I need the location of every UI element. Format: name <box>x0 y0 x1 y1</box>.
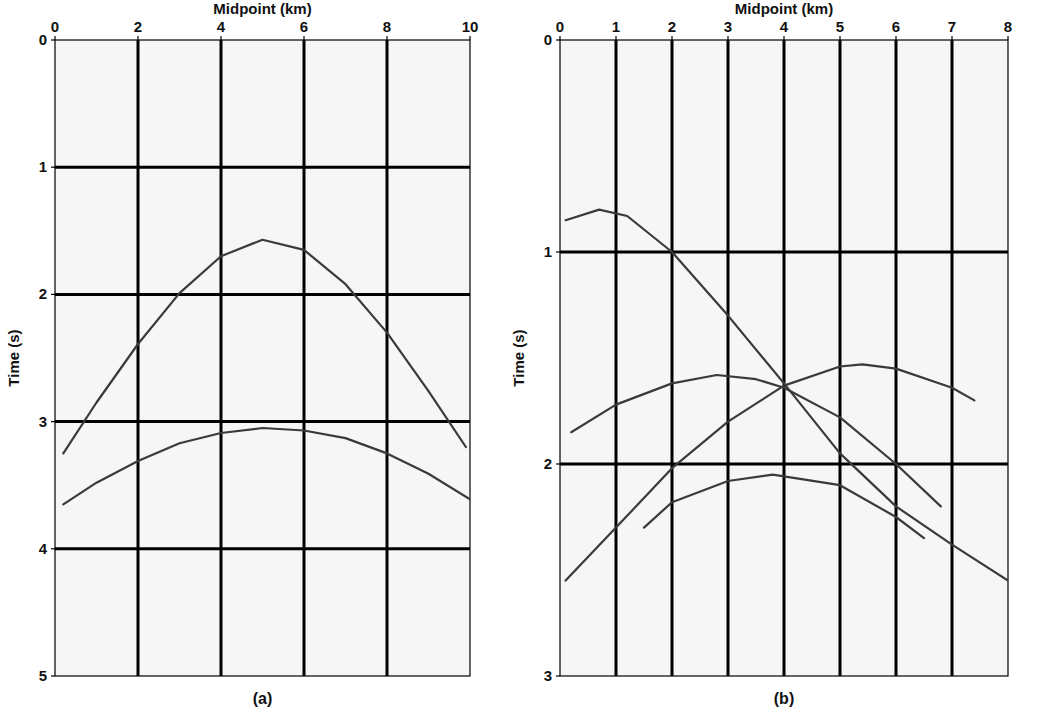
y-tick-label: 1 <box>39 158 47 175</box>
x-tick <box>303 36 304 40</box>
grid-line <box>55 547 470 550</box>
y-tick <box>51 548 55 549</box>
x-axis-title: Midpoint (km) <box>735 0 833 17</box>
plot-area <box>560 40 1008 676</box>
grid-line <box>137 40 140 676</box>
y-tick <box>556 463 560 464</box>
x-tick <box>895 36 896 40</box>
curve <box>566 210 1008 581</box>
grid-line <box>951 40 954 676</box>
x-tick <box>727 36 728 40</box>
y-tick-label: 3 <box>544 667 552 684</box>
x-tick <box>386 36 387 40</box>
curve <box>644 475 924 539</box>
x-tick <box>220 36 221 40</box>
frame <box>560 40 1008 676</box>
x-tick <box>615 36 616 40</box>
x-tick <box>671 36 672 40</box>
x-tick-label: 2 <box>668 18 676 35</box>
x-tick <box>783 36 784 40</box>
curve <box>571 375 941 506</box>
grid-line <box>783 40 786 676</box>
x-tick-label: 6 <box>300 18 308 35</box>
panel: 0123456780123Midpoint (km)Time (s)(b) <box>510 0 1012 707</box>
x-tick <box>951 36 952 40</box>
x-tick-label: 0 <box>556 18 564 35</box>
curves <box>63 240 470 505</box>
y-axis-title: Time (s) <box>510 329 527 386</box>
x-tick-label: 1 <box>612 18 620 35</box>
grid-line <box>895 40 898 676</box>
x-tick-label: 4 <box>780 18 789 35</box>
y-tick-label: 5 <box>39 667 47 684</box>
x-axis-title: Midpoint (km) <box>213 0 311 17</box>
grid-line <box>727 40 730 676</box>
x-tick-label: 8 <box>1004 18 1012 35</box>
y-tick <box>556 251 560 252</box>
y-tick <box>51 675 55 676</box>
x-tick-label: 0 <box>51 18 59 35</box>
grid-line <box>560 251 1008 254</box>
y-tick-label: 4 <box>39 540 48 557</box>
x-tick-label: 5 <box>836 18 844 35</box>
x-tick-label: 3 <box>724 18 732 35</box>
x-tick-label: 10 <box>462 18 479 35</box>
curve <box>63 240 466 454</box>
y-tick <box>556 675 560 676</box>
curves <box>566 210 1008 581</box>
grid-line <box>839 40 842 676</box>
curve <box>63 428 470 504</box>
panel: 0 2 4 6 8 10 0 1 2 3 4 5 Midpoint (km) Time (s) (a) <box>5 0 478 707</box>
x-tick-label: 2 <box>134 18 142 35</box>
grid-line <box>55 293 470 296</box>
frame <box>55 40 470 676</box>
x-tick <box>839 36 840 40</box>
y-tick-label: 2 <box>39 285 47 302</box>
x-tick <box>1007 36 1008 40</box>
x-tick-label: 6 <box>892 18 900 35</box>
grid-line <box>386 40 389 676</box>
panel-label: (b) <box>774 690 794 707</box>
y-tick <box>51 39 55 40</box>
grid-line <box>55 420 470 423</box>
x-tick <box>137 36 138 40</box>
x-tick-label: 4 <box>217 18 226 35</box>
x-tick <box>469 36 470 40</box>
panel-label: (a) <box>253 690 273 707</box>
figure: 0246810012345Midpoint (km)Time (s)(a)012… <box>0 0 1050 714</box>
y-tick-label: 1 <box>544 243 552 260</box>
grid-line <box>303 40 306 676</box>
x-tick-label: 7 <box>948 18 956 35</box>
y-tick-label: 3 <box>39 413 47 430</box>
y-tick <box>51 294 55 295</box>
curve <box>566 364 975 580</box>
grid-line <box>55 166 470 169</box>
y-axis-title: Time (s) <box>5 329 22 386</box>
grid-line <box>560 463 1008 466</box>
y-tick <box>51 167 55 168</box>
y-tick-label: 2 <box>544 455 552 472</box>
grid-line <box>615 40 618 676</box>
y-tick <box>556 39 560 40</box>
y-tick <box>51 421 55 422</box>
y-tick-label: 0 <box>39 31 47 48</box>
grid-line <box>671 40 674 676</box>
plot-area <box>55 40 470 676</box>
y-tick-label: 0 <box>544 31 552 48</box>
grid-line <box>220 40 223 676</box>
x-tick-label: 8 <box>383 18 391 35</box>
